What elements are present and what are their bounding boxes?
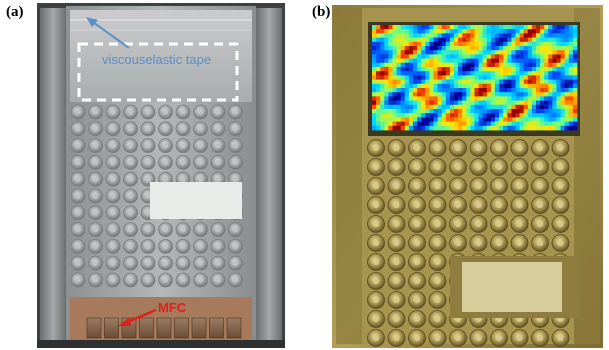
mfc-actuator [226,317,242,339]
tape-arrow [86,17,130,49]
panel-a-blank-patch [150,182,242,219]
mfc-actuator [104,317,119,339]
mfc-actuator [139,317,154,339]
mfc-label: MFC [158,300,187,315]
mfc-actuator [156,317,172,339]
panel-label-b: (b) [312,4,331,20]
panel-a-photo [37,3,285,348]
panel-label-a: (a) [6,4,24,20]
mfc-arrow [118,308,157,326]
mfc-actuator [174,317,189,339]
mfc-actuator [86,317,102,339]
mfc-actuator-row [86,317,242,339]
mfc-actuator [191,317,207,339]
panel-b-photo [332,5,603,348]
tape-label: viscouselastic tape [102,52,211,67]
mfc-actuator [209,317,224,339]
tape-dashed-box [77,42,239,102]
vibration-field-map [372,25,578,131]
